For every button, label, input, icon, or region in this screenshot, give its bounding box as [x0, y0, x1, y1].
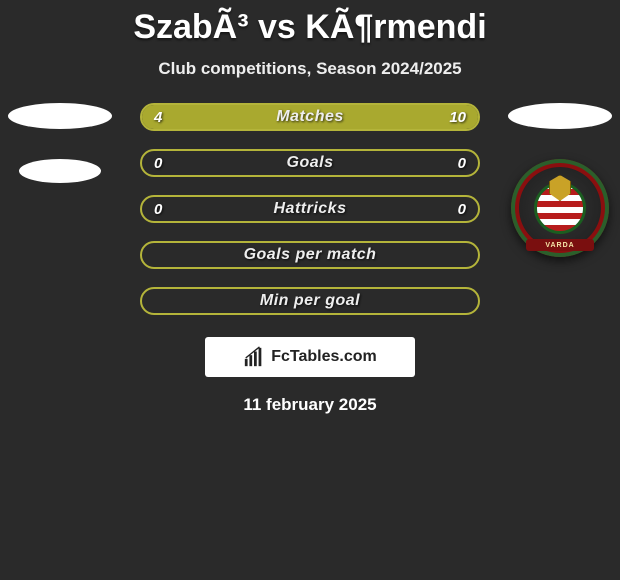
brand-badge: FcTables.com — [205, 337, 415, 377]
stat-bar-min-per-goal: Min per goal — [140, 287, 480, 315]
player-left-column — [0, 103, 120, 183]
stat-bar-goals-per-match: Goals per match — [140, 241, 480, 269]
club-badge-stripes — [534, 182, 586, 234]
comparison-area: VARDA 4 Matches 10 0 Goals 0 0 Hattricks… — [0, 103, 620, 415]
club-badge-crest-icon — [549, 175, 571, 201]
player-right-column: VARDA — [500, 103, 620, 257]
stat-bar-goals: 0 Goals 0 — [140, 149, 480, 177]
stat-value-right: 0 — [428, 201, 478, 218]
stat-bar-matches: 4 Matches 10 — [140, 103, 480, 131]
stat-value-left: 4 — [142, 109, 192, 126]
player-left-placeholder-2 — [19, 159, 101, 183]
page-title: SzabÃ³ vs KÃ¶rmendi — [0, 0, 620, 47]
player-left-placeholder-1 — [8, 103, 112, 129]
stat-bars: 4 Matches 10 0 Goals 0 0 Hattricks 0 Goa… — [140, 103, 480, 315]
stat-bar-hattricks: 0 Hattricks 0 — [140, 195, 480, 223]
stat-value-right: 10 — [428, 109, 478, 126]
stat-label: Goals — [192, 154, 428, 172]
stat-value-right: 0 — [428, 155, 478, 172]
compare-date: 11 february 2025 — [0, 395, 620, 415]
club-badge-ribbon: VARDA — [526, 239, 594, 251]
player-right-placeholder — [508, 103, 612, 129]
stat-label: Hattricks — [192, 200, 428, 218]
stat-label: Min per goal — [192, 292, 428, 310]
brand-text: FcTables.com — [271, 348, 377, 366]
club-badge-right: VARDA — [511, 159, 609, 257]
stat-value-left: 0 — [142, 201, 192, 218]
page-subtitle: Club competitions, Season 2024/2025 — [0, 59, 620, 79]
bar-chart-icon — [243, 346, 265, 368]
stat-value-left: 0 — [142, 155, 192, 172]
stat-label: Goals per match — [192, 246, 428, 264]
stat-label: Matches — [192, 108, 428, 126]
